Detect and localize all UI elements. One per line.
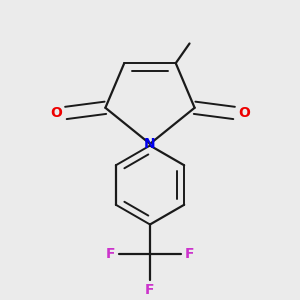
- Text: N: N: [144, 137, 156, 151]
- Text: F: F: [145, 283, 155, 297]
- Text: O: O: [50, 106, 62, 120]
- Text: F: F: [184, 247, 194, 261]
- Text: F: F: [106, 247, 116, 261]
- Text: O: O: [238, 106, 250, 120]
